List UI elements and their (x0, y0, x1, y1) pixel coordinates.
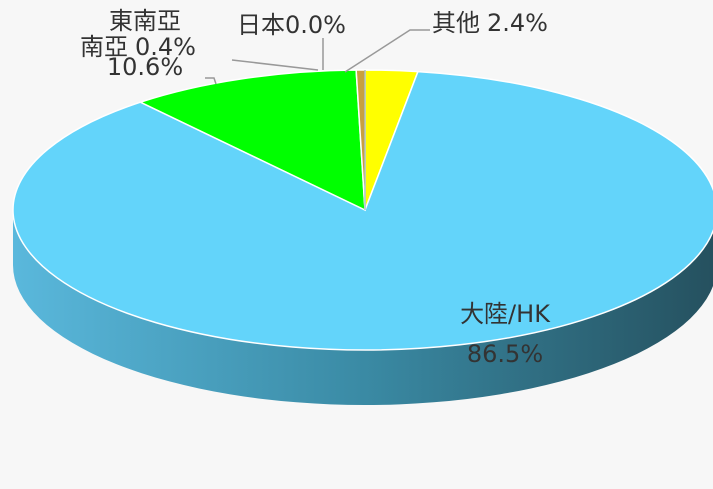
pie (12, 69, 713, 405)
data-label: 日本0.0% (237, 11, 346, 39)
labels: 其他 2.4% 大陸/HK 86.5% 東南亞 10.6%南亞 0.4% 日本0.0% (80, 7, 551, 368)
value-label: 0.0% (285, 11, 346, 39)
pie-slice (12, 70, 713, 351)
category-label: 南亞 (80, 33, 128, 61)
leader-lines (205, 29, 430, 85)
leader-line (231, 59, 319, 71)
data-label: 南亞 0.4% (80, 33, 196, 61)
pie-side (13, 210, 713, 405)
value-label: 86.5% (467, 340, 543, 368)
value-label: 2.4% (487, 9, 548, 37)
category-label: 其他 (432, 9, 480, 37)
category-label: 日本 (237, 11, 285, 39)
value-label: 10.6% (107, 53, 183, 81)
category-label: 大陸/HK (460, 300, 551, 328)
leader-line (205, 77, 217, 85)
category-label: 東南亞 (109, 7, 181, 35)
leader-line (344, 29, 430, 73)
data-label: 其他 2.4% (432, 9, 548, 37)
value-label: 0.4% (135, 33, 196, 61)
pie-slice (138, 69, 366, 212)
